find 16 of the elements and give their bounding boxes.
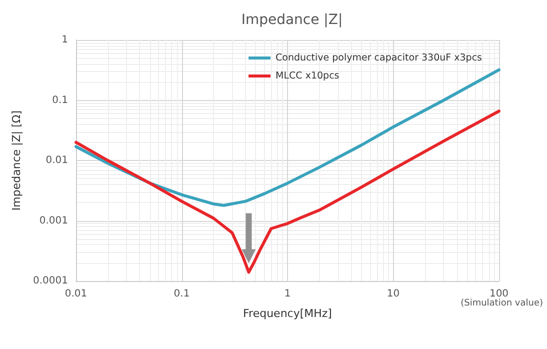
legend-label: Conductive polymer capacitor 330uF x3pcs — [276, 52, 482, 64]
y-tick-label: 0.01 — [46, 155, 68, 166]
x-tick-label: 0.1 — [174, 288, 190, 300]
x-axis-title: Frequency[MHz] — [243, 307, 332, 320]
legend-label: MLCC x10pcs — [276, 70, 340, 82]
x-tick-label: 1 — [284, 288, 291, 300]
y-tick-label: 0.001 — [39, 215, 68, 226]
y-axis-title: Impedance |Z| [Ω] — [10, 110, 24, 211]
x-tick-label: 10 — [386, 288, 400, 300]
y-tick-label: 0.0001 — [33, 276, 68, 286]
text: (Simulation value) — [460, 298, 543, 308]
x-tick-label: 100 — [489, 288, 509, 300]
y-tick-label: 1 — [62, 34, 68, 46]
x-tick-label: 0.01 — [64, 288, 88, 300]
y-tick-label: 0.1 — [52, 94, 68, 106]
chart-title: Impedance |Z| — [241, 12, 343, 28]
